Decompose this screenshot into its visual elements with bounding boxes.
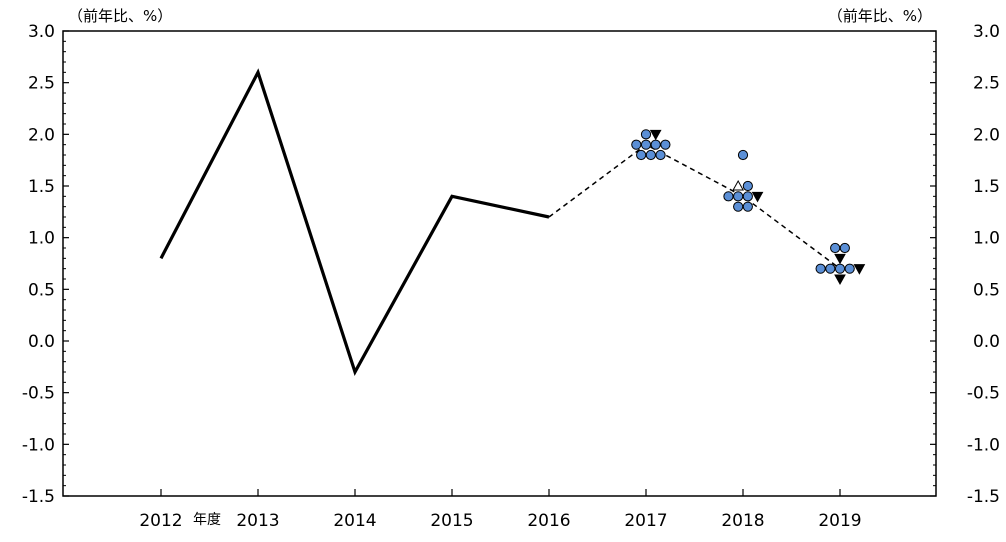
forecast-dot <box>815 263 826 274</box>
forecast-triangle-down <box>649 129 662 141</box>
forecast-dot <box>830 242 841 254</box>
forecast-dot <box>844 263 855 274</box>
y-tick-label-left: -0.5 <box>22 384 55 404</box>
x-tick-label: 2012 <box>139 511 182 531</box>
forecast-dot <box>660 139 671 150</box>
plot-frame <box>62 30 937 497</box>
forecast-dot <box>636 149 647 161</box>
y-tick-label-left: 1.0 <box>28 229 55 249</box>
forecast-dot <box>742 180 753 192</box>
y-tick-label-left: 0.0 <box>28 332 55 352</box>
y-tick-label-left: 0.5 <box>28 280 55 300</box>
y-unit-right: （前年比、%） <box>828 7 932 25</box>
forecast-dot <box>737 149 749 161</box>
x-tick-label: 2016 <box>527 511 570 531</box>
series-lines <box>159 68 841 377</box>
y-tick-label-left: 3.0 <box>28 22 55 42</box>
forecast-median-line <box>548 143 841 270</box>
y-tick-label-right: 2.5 <box>973 74 1000 94</box>
forecast-dot <box>742 201 753 212</box>
x-unit-label: 年度 <box>193 512 221 528</box>
forecast-triangle-down <box>853 264 866 275</box>
y-tick-label-left: 2.5 <box>28 74 55 94</box>
x-tick-label: 2017 <box>624 511 667 531</box>
forecast-dot <box>655 149 666 161</box>
y-tick-label-right: -1.0 <box>967 435 1000 455</box>
x-tick-label: 2015 <box>430 511 473 531</box>
forecast-triangle-down <box>834 253 846 265</box>
y-tick-label-right: 2.0 <box>973 125 1000 145</box>
x-tick-label: 2014 <box>333 511 376 531</box>
forecast-triangle-down <box>751 191 764 203</box>
y-tick-label-left: -1.0 <box>22 435 55 455</box>
forecast-dot <box>723 191 734 202</box>
forecast-dots <box>631 129 866 286</box>
forecast-dot <box>733 191 744 202</box>
forecast-dot <box>640 129 652 140</box>
x-tick-label: 2013 <box>236 511 279 531</box>
forecast-triangle-up <box>732 179 744 191</box>
x-axis: 2012 2013 2014 2015 2016 2017 2018 2019 <box>139 489 862 531</box>
y-tick-label-right: 0.0 <box>973 332 1000 352</box>
y-tick-label-left: 1.5 <box>28 177 55 197</box>
actual-line <box>159 68 550 377</box>
y-tick-label-right: 3.0 <box>973 22 1000 42</box>
y-tick-label-right: -0.5 <box>967 384 1000 404</box>
y-tick-label-right: 0.5 <box>973 280 1000 300</box>
y-unit-left: （前年比、%） <box>68 7 172 25</box>
forecast-triangle-down <box>834 274 846 286</box>
forecast-dot <box>640 139 652 150</box>
forecast-dot <box>733 201 744 212</box>
forecast-dot <box>645 149 656 161</box>
forecast-dot <box>834 263 846 274</box>
y-tick-label-right: 1.0 <box>973 229 1000 249</box>
forecast-dot <box>742 191 753 202</box>
y-tick-label-left: -1.5 <box>22 487 55 507</box>
x-tick-label: 2018 <box>721 511 764 531</box>
forecast-dot <box>631 139 642 150</box>
y-tick-label-right: 1.5 <box>973 177 1000 197</box>
y-tick-label-right: -1.5 <box>967 487 1000 507</box>
forecast-dot <box>650 139 661 150</box>
y-tick-label-left: 2.0 <box>28 125 55 145</box>
y-axis-left: 3.0 2.5 2.0 1.5 1.0 0.5 0.0 -0.5 -1.0 -1.5 <box>22 22 69 507</box>
y-axis-right: 3.0 2.5 2.0 1.5 1.0 0.5 0.0 -0.5 -1.0 -1.5 <box>930 22 1000 507</box>
forecast-dot <box>825 263 836 274</box>
forecast-dot <box>839 242 850 254</box>
x-tick-label: 2019 <box>818 511 861 531</box>
